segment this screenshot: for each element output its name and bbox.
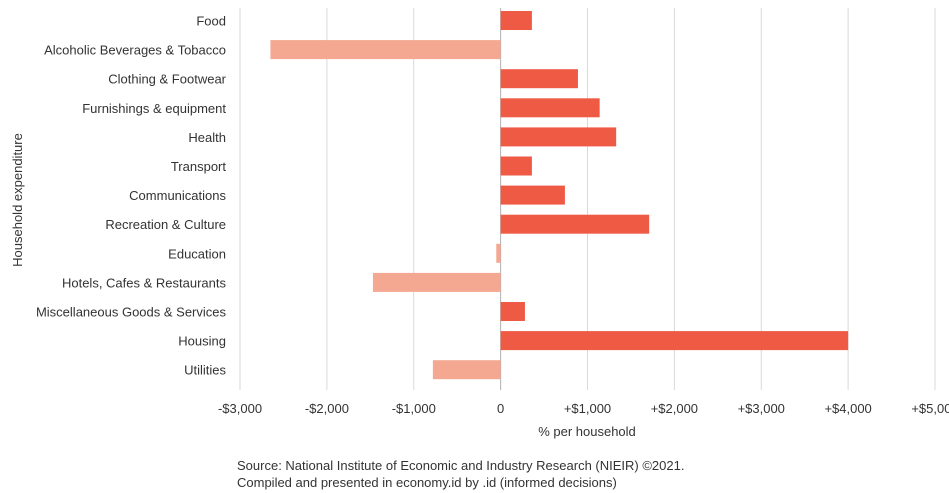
source-note: Source: National Institute of Economic a… — [237, 457, 877, 491]
category-label: Transport — [171, 159, 227, 174]
bar — [500, 214, 650, 234]
bar — [270, 40, 501, 60]
bar — [500, 331, 849, 351]
bar — [372, 272, 501, 292]
y-axis-title: Household expenditure — [10, 133, 25, 267]
x-tick-label: -$1,000 — [392, 401, 436, 416]
category-label: Hotels, Cafes & Restaurants — [62, 275, 227, 290]
x-tick-label: 0 — [497, 401, 504, 416]
category-label: Health — [188, 130, 226, 145]
bar — [500, 11, 532, 30]
x-tick-label: +$3,000 — [738, 401, 785, 416]
category-label: Clothing & Footwear — [108, 72, 226, 87]
x-tick-labels: -$3,000 -$2,000 -$1,000 0 +$1,000 +$2,000 +$3,… — [218, 401, 949, 416]
x-tick-label: -$2,000 — [305, 401, 349, 416]
source-line-2: Compiled and presented in economy.id by … — [237, 475, 617, 490]
category-label: Food — [196, 14, 226, 29]
bar — [496, 243, 501, 263]
x-axis-title: % per household — [538, 424, 636, 439]
category-label: Recreation & Culture — [105, 217, 226, 232]
category-label: Miscellaneous Goods & Services — [36, 305, 227, 320]
category-labels: Food Alcoholic Beverages & Tobacco Clothin… — [36, 14, 227, 378]
bar — [500, 98, 600, 118]
x-tick-label: +$2,000 — [651, 401, 698, 416]
bars — [270, 11, 849, 380]
category-label: Communications — [129, 188, 226, 203]
x-tick-label: -$3,000 — [218, 401, 262, 416]
bar — [500, 127, 617, 147]
x-tick-label: +$4,000 — [824, 401, 871, 416]
category-label: Furnishings & equipment — [82, 101, 226, 116]
bar — [500, 185, 565, 205]
bar — [500, 69, 578, 89]
bar — [432, 360, 501, 380]
category-label: Housing — [178, 334, 226, 349]
category-label: Alcoholic Beverages & Tobacco — [44, 43, 226, 58]
category-label: Utilities — [184, 363, 226, 378]
bar-chart: Food Alcoholic Beverages & Tobacco Clothin… — [10, 8, 949, 439]
bar — [500, 302, 525, 321]
bar — [500, 156, 532, 176]
category-label: Education — [168, 246, 226, 261]
x-tick-label: +$1,000 — [564, 401, 611, 416]
x-tick-label: +$5,000 — [911, 401, 949, 416]
source-line-1: Source: National Institute of Economic a… — [237, 458, 685, 473]
